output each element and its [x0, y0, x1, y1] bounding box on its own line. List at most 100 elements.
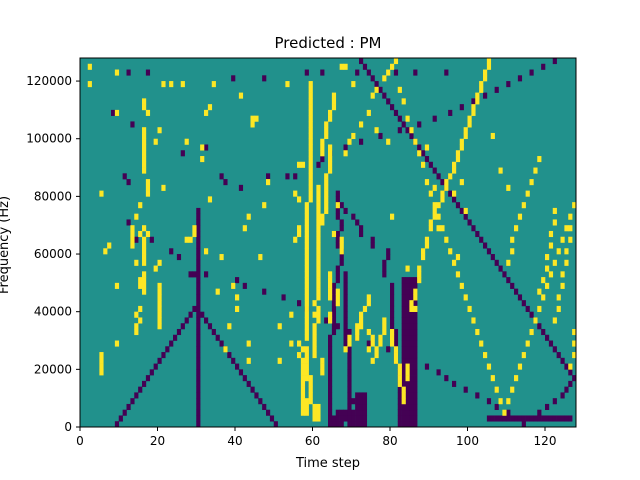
heatmap-cell-low [409, 311, 414, 318]
heatmap-cell-high [142, 144, 147, 151]
heatmap-cell-low [355, 415, 360, 422]
heatmap-cell-high [421, 161, 426, 168]
heatmap-cell-low [564, 415, 569, 422]
y-axis-label: Frequency (Hz) [0, 196, 12, 294]
heatmap-cell-low [211, 328, 216, 336]
heatmap-cell-high [374, 346, 379, 353]
heatmap-cell-low [196, 398, 201, 405]
heatmap-cell-low [355, 409, 360, 416]
heatmap-cell-low [126, 69, 131, 76]
heatmap-cell-low [196, 415, 201, 422]
heatmap-cell-low [405, 346, 410, 353]
heatmap-cell-low [238, 369, 244, 376]
heatmap-cell-low [335, 409, 340, 416]
heatmap-cell-high [343, 150, 348, 157]
heatmap-cell-low [413, 334, 418, 341]
heatmap-cell-low [359, 138, 364, 145]
heatmap-cell-high [300, 386, 306, 393]
heatmap-cell-low [506, 277, 511, 284]
heatmap-cell-high [436, 225, 441, 232]
heatmap-cell-low [545, 415, 550, 422]
heatmap-cell-high [312, 334, 317, 341]
heatmap-cell-low [316, 161, 321, 168]
heatmap-cell-high [355, 328, 360, 336]
heatmap-cell-high [331, 92, 337, 99]
heatmap-cell-low [517, 415, 523, 422]
heatmap-cell-high [382, 75, 387, 82]
heatmap-cell-high [328, 150, 333, 157]
heatmap-cell-high [130, 236, 135, 243]
heatmap-cell-low [537, 409, 542, 416]
heatmap-cell-low [359, 225, 364, 232]
heatmap-cell-low [421, 150, 426, 157]
heatmap-cell-high [417, 271, 422, 278]
heatmap-cell-high [308, 179, 313, 186]
y-axis: 0 20000 40000 60000 80000 100000 120000 [26, 74, 80, 434]
heatmap-cell-high [180, 81, 185, 88]
heatmap-cell-low [328, 415, 333, 422]
heatmap-cell-high [316, 207, 321, 214]
heatmap-cell-low [180, 323, 185, 330]
heatmap-cell-high [560, 271, 565, 278]
heatmap-cell-high [304, 311, 309, 318]
heatmap-cell-low [347, 352, 352, 359]
heatmap-cell-high [297, 352, 302, 359]
chart-title: Predicted : PM [275, 34, 382, 52]
heatmap-cell-low [413, 328, 418, 336]
heatmap-cell-low [343, 328, 348, 336]
heatmap-cell-low [409, 352, 414, 359]
heatmap-cell-high [455, 156, 461, 163]
heatmap-cell-low [479, 236, 484, 243]
heatmap-cell-low [335, 236, 340, 243]
heatmap-cell-high [572, 328, 577, 336]
heatmap-cell-low [188, 271, 193, 278]
y-tick-label: 0 [64, 420, 72, 434]
heatmap-cell-high [304, 242, 309, 249]
heatmap-cell-low [401, 340, 406, 347]
heatmap-cell-low [347, 392, 352, 399]
heatmap-cell-low [339, 254, 344, 261]
heatmap-cell-low [173, 334, 178, 341]
heatmap-cell-low [397, 386, 402, 393]
heatmap-cell-high [304, 346, 309, 353]
heatmap-cell-high [304, 225, 309, 232]
heatmap-cell-high [343, 346, 348, 353]
heatmap-cell-high [366, 109, 371, 116]
heatmap-cell-high [308, 144, 313, 151]
heatmap-cell-high [157, 294, 162, 301]
heatmap-cell-high [153, 265, 158, 272]
heatmap-cell-high [138, 282, 143, 289]
heatmap-cell-low [502, 415, 507, 422]
heatmap-cell-low [207, 323, 213, 330]
heatmap-cell-high [192, 225, 197, 232]
heatmap-cell-low [204, 271, 209, 278]
heatmap-cell-high [331, 104, 337, 111]
heatmap-cell-high [304, 409, 309, 416]
heatmap-cell-low [231, 75, 236, 82]
heatmap-cell-low [331, 311, 337, 318]
heatmap-cell-high [324, 207, 329, 214]
heatmap-cell-high [184, 138, 189, 145]
heatmap-cell-low [409, 323, 414, 330]
heatmap-cell-high [328, 282, 333, 289]
heatmap-cell-high [304, 334, 309, 341]
heatmap-cell-high [316, 242, 321, 249]
heatmap-cell-low [331, 323, 337, 330]
heatmap-cell-low [339, 415, 344, 422]
heatmap-cell-low [362, 392, 368, 399]
heatmap-cell-low [393, 69, 399, 76]
heatmap-cell-high [351, 132, 356, 140]
heatmap-cell-high [157, 288, 162, 295]
heatmap-cell-low [405, 409, 410, 416]
heatmap-cell-high [328, 311, 333, 318]
heatmap-cell-high [564, 259, 569, 266]
heatmap-cell-high [300, 161, 306, 168]
heatmap-cell-high [401, 98, 406, 105]
heatmap-cell-high [471, 104, 476, 111]
heatmap-cell-low [390, 282, 395, 289]
heatmap-cell-low [409, 369, 414, 376]
heatmap-cell-low [359, 58, 364, 65]
heatmap-cell-high [312, 340, 317, 347]
heatmap-cell-low [196, 300, 201, 307]
heatmap-cell-low [335, 207, 340, 214]
